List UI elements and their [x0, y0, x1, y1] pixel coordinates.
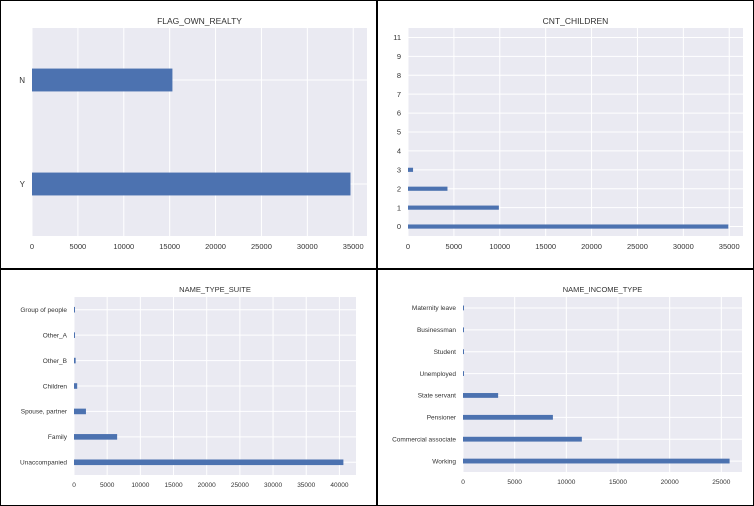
- bar: [408, 186, 448, 191]
- tick-label: 35000: [719, 242, 740, 251]
- tick-label: 0: [72, 482, 76, 489]
- tick-label: 35000: [343, 242, 364, 251]
- bar: [74, 332, 75, 338]
- tick-label: 25000: [231, 482, 249, 489]
- category-label: N: [19, 76, 25, 85]
- category-label: Student: [434, 349, 457, 356]
- tick-label: 10000: [557, 479, 575, 486]
- tick-label: 40000: [330, 482, 348, 489]
- chart-name-type-suite: Unaccompanied Family Spouse, partner Childr…: [20, 285, 356, 489]
- tick-label: 20000: [205, 242, 226, 251]
- category-label: 1: [397, 203, 401, 212]
- bar: [74, 434, 118, 440]
- category-label: 9: [397, 52, 401, 61]
- category-label: Unemployed: [420, 371, 457, 378]
- bar: [74, 408, 86, 415]
- bar: [408, 205, 499, 210]
- bar: [463, 327, 464, 333]
- tick-label: 25000: [627, 242, 648, 251]
- category-label: State servant: [418, 393, 456, 400]
- tick-label: 0: [30, 242, 34, 251]
- bar: [463, 414, 553, 420]
- tick-label: 0: [461, 479, 465, 486]
- category-label: 2: [397, 184, 401, 193]
- category-label: Other_A: [43, 332, 68, 339]
- bar: [463, 393, 499, 398]
- tick-label: 20000: [198, 482, 216, 489]
- bar: [32, 172, 351, 196]
- tick-label: 5000: [100, 482, 115, 489]
- category-label: Working: [432, 458, 456, 465]
- tick-label: 10000: [113, 242, 134, 251]
- category-label: 8: [397, 71, 401, 80]
- tick-label: 5000: [70, 242, 87, 251]
- tick-label: 15000: [609, 479, 627, 486]
- bar: [74, 357, 76, 364]
- chart-title: FLAG_OWN_REALTY: [157, 16, 242, 26]
- category-label: 3: [397, 165, 401, 174]
- bar: [463, 436, 582, 442]
- category-label: Commercial associate: [392, 436, 456, 443]
- tick-label: 30000: [673, 242, 694, 251]
- chart-name-income-type: Working Commercial associate Pensioner Stat…: [392, 285, 742, 486]
- tick-label: 25000: [712, 479, 730, 486]
- category-label: Children: [43, 383, 68, 390]
- category-label: 0: [397, 222, 401, 231]
- bar: [408, 167, 414, 172]
- tick-label: 15000: [535, 242, 556, 251]
- bar: [463, 371, 464, 376]
- chart-flag-own-realty: Y N 0 5000 10000 15000 20000 25000 30000 35000 FLA…: [19, 16, 367, 251]
- bar: [463, 305, 464, 311]
- chart-title: NAME_TYPE_SUITE: [179, 285, 251, 294]
- tick-label: 10000: [489, 242, 510, 251]
- bar: [463, 458, 730, 464]
- bar: [74, 383, 78, 389]
- tick-label: 0: [406, 242, 410, 251]
- category-label: Group of people: [20, 307, 67, 314]
- bar: [32, 68, 173, 92]
- category-label: Other_B: [43, 358, 67, 365]
- tick-label: 15000: [164, 482, 182, 489]
- tick-label: 5000: [507, 479, 522, 486]
- tick-label: 20000: [661, 479, 679, 486]
- plot-background: [32, 28, 367, 236]
- category-label: Businessman: [417, 327, 456, 334]
- tick-label: 20000: [581, 242, 602, 251]
- category-label: 4: [397, 147, 401, 156]
- category-label: Pensioner: [427, 415, 457, 422]
- bar: [74, 459, 344, 466]
- chart-cnt-children: 0 1 2 3 4 5 6 7 8 9 11 0 5000 10000 15000 20000 25000 300…: [393, 16, 743, 251]
- category-label: Family: [48, 434, 68, 441]
- category-label: 7: [397, 90, 401, 99]
- category-label: 11: [393, 33, 401, 42]
- tick-label: 30000: [264, 482, 282, 489]
- tick-label: 10000: [131, 482, 149, 489]
- tick-label: 5000: [446, 242, 463, 251]
- tick-label: 30000: [297, 242, 318, 251]
- category-label: Unaccompanied: [20, 460, 67, 467]
- chart-title: NAME_INCOME_TYPE: [563, 285, 643, 294]
- category-label: 5: [397, 128, 401, 137]
- tick-label: 35000: [297, 482, 315, 489]
- chart-title: CNT_CHILDREN: [543, 16, 609, 26]
- panel-border: [0, 0, 377, 269]
- bar: [74, 306, 75, 313]
- bar: [408, 224, 729, 229]
- tick-label: 15000: [159, 242, 180, 251]
- category-label: Y: [20, 180, 26, 189]
- category-label: Spouse, partner: [21, 409, 68, 416]
- category-label: Maternity leave: [412, 305, 456, 312]
- plot-background: [463, 297, 742, 472]
- bar: [463, 349, 464, 355]
- category-label: 6: [397, 109, 401, 118]
- tick-label: 25000: [251, 242, 272, 251]
